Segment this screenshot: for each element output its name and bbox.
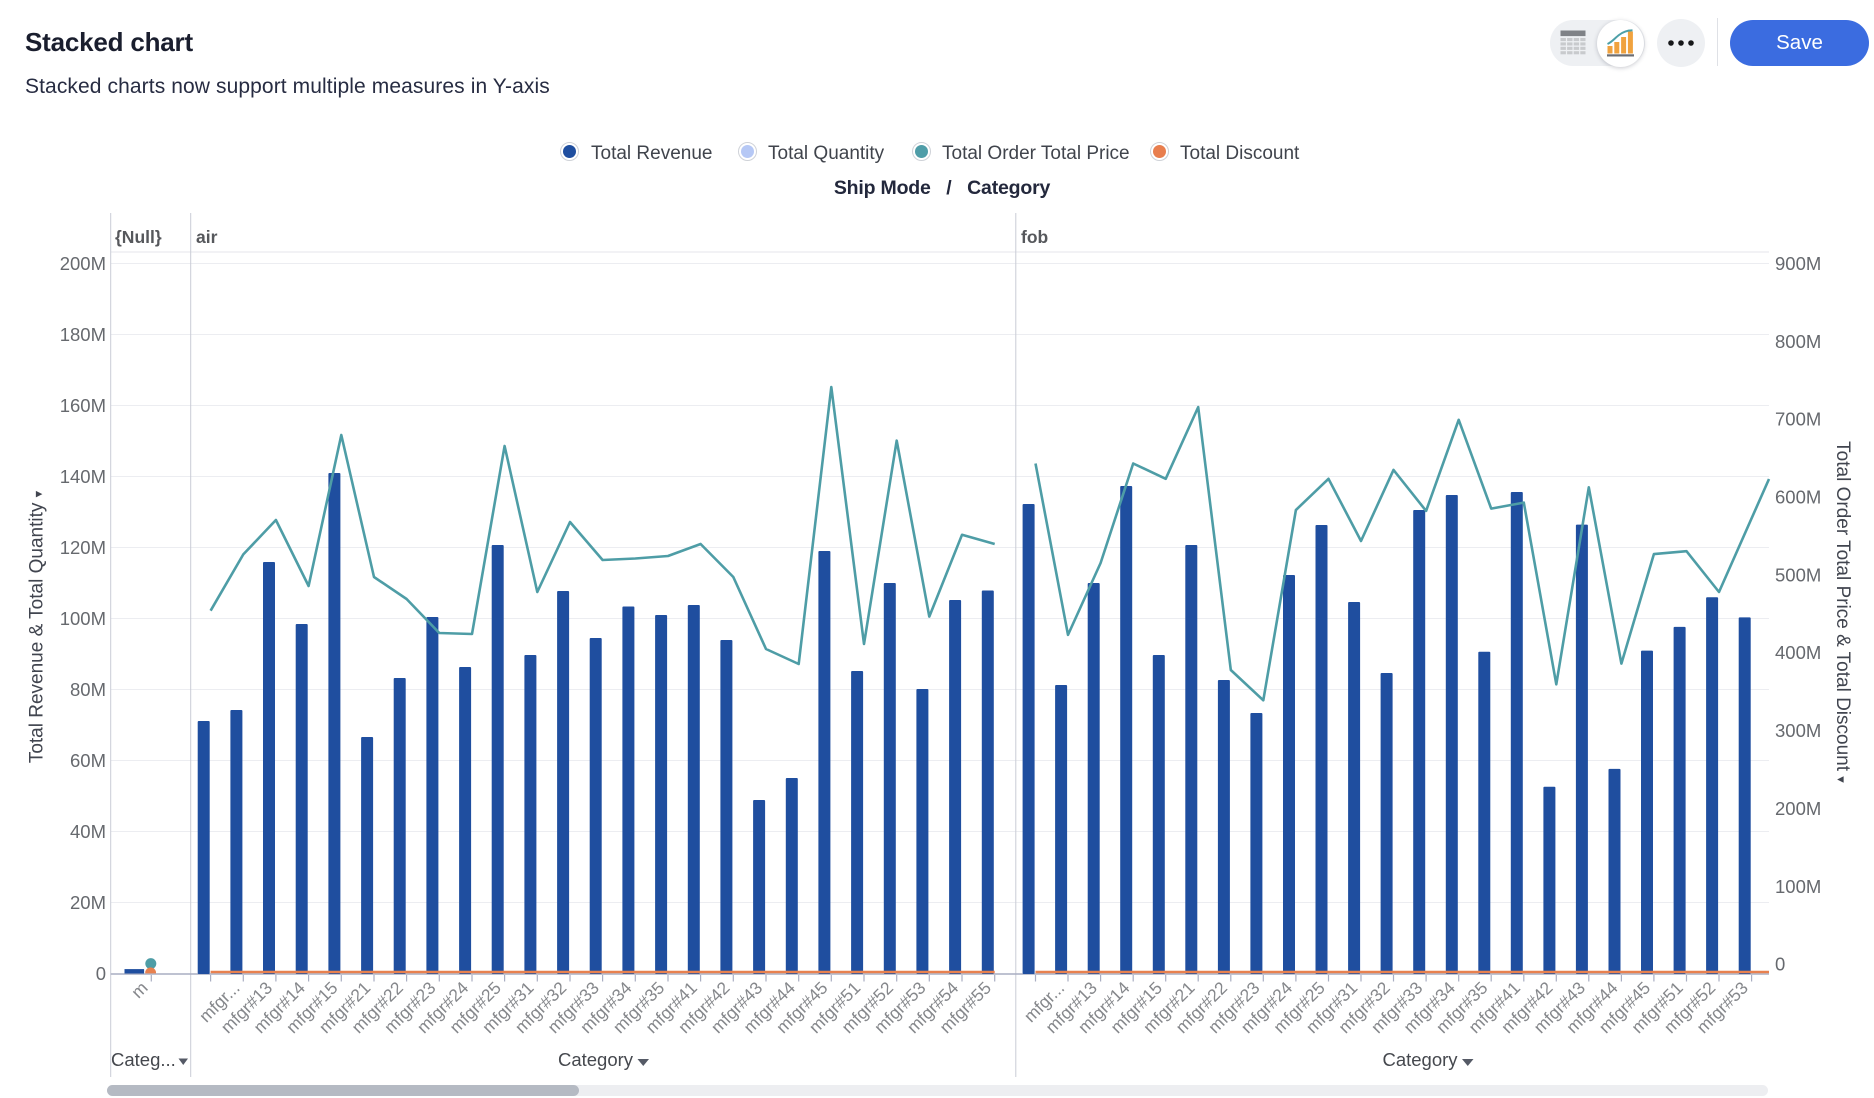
svg-text:140M: 140M <box>60 466 106 487</box>
svg-text:air: air <box>196 227 218 247</box>
svg-text:700M: 700M <box>1775 409 1821 430</box>
svg-text:200M: 200M <box>1775 798 1821 819</box>
svg-text:120M: 120M <box>60 537 106 558</box>
svg-text:0: 0 <box>96 963 106 984</box>
svg-text:Category: Category <box>1382 1049 1458 1070</box>
svg-text:300M: 300M <box>1775 720 1821 741</box>
svg-text:60M: 60M <box>70 750 106 771</box>
svg-text:180M: 180M <box>60 324 106 345</box>
svg-text:20M: 20M <box>70 892 106 913</box>
svg-text:900M: 900M <box>1775 253 1821 274</box>
svg-text:500M: 500M <box>1775 564 1821 585</box>
svg-text:100M: 100M <box>1775 876 1821 897</box>
svg-text:400M: 400M <box>1775 642 1821 663</box>
svg-text:600M: 600M <box>1775 487 1821 508</box>
svg-text:Category: Category <box>558 1049 634 1070</box>
svg-text:{Null}: {Null} <box>115 227 162 247</box>
svg-text:40M: 40M <box>70 821 106 842</box>
svg-text:fob: fob <box>1021 227 1048 247</box>
svg-text:0: 0 <box>1775 954 1785 975</box>
svg-text:Total Revenue & Total Quantity: Total Revenue & Total Quantity ▾ <box>27 490 48 763</box>
svg-text:80M: 80M <box>70 679 106 700</box>
svg-text:Categ...: Categ... <box>111 1049 176 1070</box>
svg-text:100M: 100M <box>60 608 106 629</box>
svg-text:m: m <box>127 978 151 1002</box>
svg-text:800M: 800M <box>1775 331 1821 352</box>
svg-text:Total Order Total Price & Tota: Total Order Total Price & Total Discount… <box>1832 441 1853 783</box>
svg-text:160M: 160M <box>60 395 106 416</box>
svg-text:200M: 200M <box>60 253 106 274</box>
